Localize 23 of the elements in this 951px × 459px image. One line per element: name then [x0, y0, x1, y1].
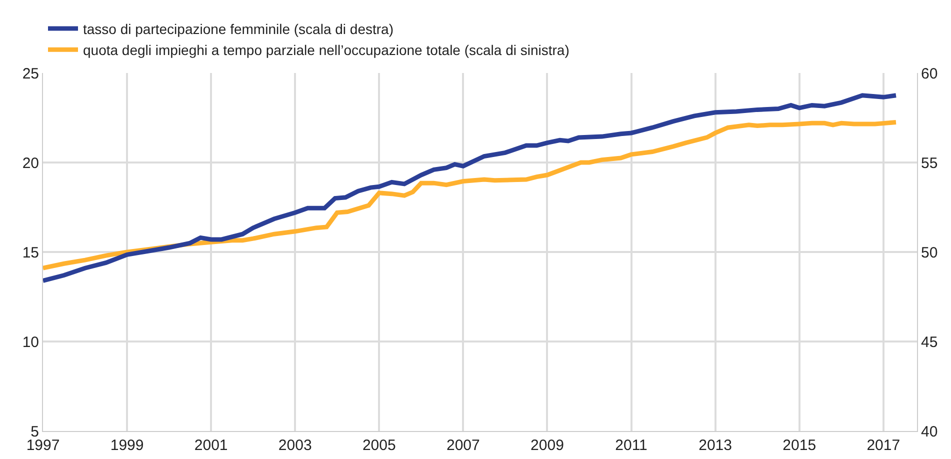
x-tick-label: 2011 [615, 437, 648, 454]
x-tick-label: 1999 [110, 437, 144, 454]
y-tick-label: 10 [22, 334, 39, 351]
y2-tick-label: 55 [921, 154, 938, 172]
y-tick-label: 20 [22, 154, 39, 172]
x-tick-label: 2017 [866, 437, 900, 454]
line-series [43, 93, 898, 283]
y2-tick-label: 50 [921, 244, 938, 262]
x-tick-label: 2001 [194, 437, 228, 454]
legend-label: quota degli impieghi a tempo parziale nell’occupazione totale (scala di sinistra) [83, 42, 570, 58]
y2-tick-label: 60 [921, 65, 938, 82]
y-tick-label: 15 [22, 244, 39, 262]
y2-tick-label: 40 [921, 423, 938, 440]
x-tick-label: 2005 [362, 437, 396, 454]
x-tick-label: 2007 [446, 437, 480, 454]
legend-label: tasso di partecipazione femminile (scala di destra) [83, 20, 394, 37]
x-tick-label: 2003 [278, 437, 312, 454]
x-tick-label: 2009 [530, 437, 564, 454]
line-series [43, 120, 898, 270]
y2-tick-label: 45 [921, 334, 938, 351]
x-tick-label: 2013 [698, 437, 732, 454]
y-tick-label: 25 [22, 65, 39, 82]
x-tick-label: 2015 [782, 437, 816, 454]
